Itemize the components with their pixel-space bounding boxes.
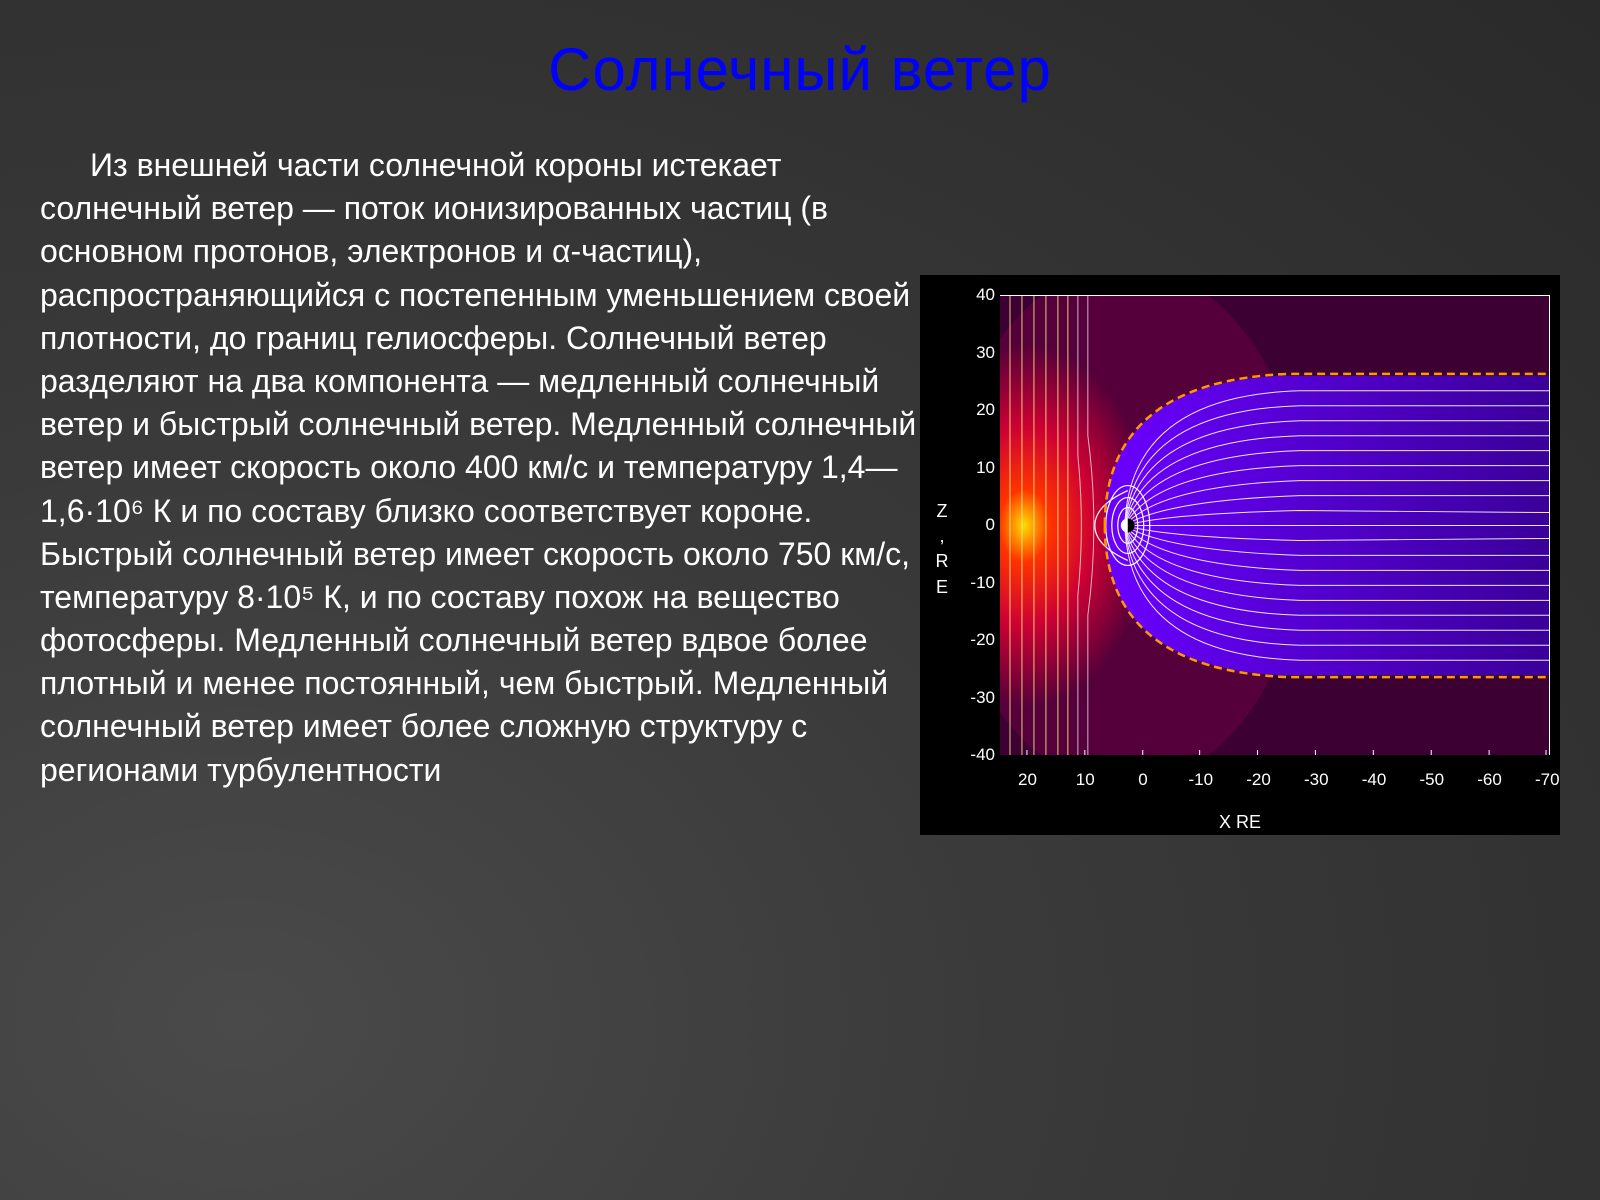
slide-title: Солнечный ветер [40, 35, 1560, 104]
x-tick: -30 [1304, 770, 1329, 790]
x-tick: -20 [1246, 770, 1271, 790]
plot-svg [1000, 296, 1549, 755]
x-tick: -10 [1188, 770, 1213, 790]
y-tick: 10 [960, 458, 995, 478]
y-tick: -40 [960, 745, 995, 765]
x-tick: 20 [1018, 770, 1037, 790]
y-tick: -20 [960, 630, 995, 650]
x-axis-label: X RE [1219, 812, 1261, 833]
y-axis-label: Z,RE [932, 499, 952, 600]
body-text: Из внешней части солнечной короны истека… [40, 144, 920, 792]
x-tick: -70 [1535, 770, 1560, 790]
x-tick: -50 [1419, 770, 1444, 790]
y-tick: 20 [960, 400, 995, 420]
x-tick: 0 [1138, 770, 1147, 790]
x-tick: -40 [1362, 770, 1387, 790]
magnetosphere-chart: Z,RE X RE 40 30 20 10 0 -10 -20 -30 -40 20 10 0 -10… [920, 275, 1560, 835]
x-tick: 10 [1076, 770, 1095, 790]
y-tick: 30 [960, 343, 995, 363]
y-tick: 0 [960, 515, 995, 535]
y-tick: 40 [960, 285, 995, 305]
y-tick: -10 [960, 573, 995, 593]
x-tick: -60 [1477, 770, 1502, 790]
y-tick: -30 [960, 688, 995, 708]
